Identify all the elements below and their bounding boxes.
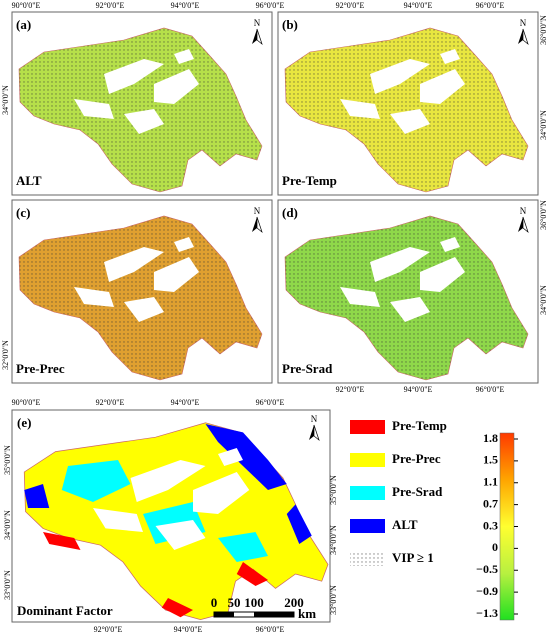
lon-label: 92°0'0"E <box>96 1 125 10</box>
scale-unit: km <box>298 606 316 621</box>
lat-label: 34°0'0"N <box>539 110 548 140</box>
legend-label: ALT <box>392 517 418 532</box>
lon-label: 94°0'0"E <box>171 398 200 407</box>
north-label: N <box>254 206 261 216</box>
factor-patch <box>286 504 312 544</box>
lat-label: 34°0'0"N <box>539 285 548 315</box>
legend-swatch <box>350 420 385 434</box>
legend-label: Pre-Srad <box>392 484 443 499</box>
panel-letter: (b) <box>282 17 298 32</box>
scale-label: 50 <box>228 595 241 610</box>
legend-swatch <box>350 519 385 533</box>
lon-label: 92°0'0"E <box>336 385 365 394</box>
north-arrow <box>522 216 529 234</box>
north-label: N <box>520 206 527 216</box>
panel-letter: (d) <box>282 205 298 220</box>
lon-label: 90°0'0"E <box>12 1 41 10</box>
lon-label: 90°0'0"E <box>12 398 41 407</box>
lat-label: 33°0'0"N <box>329 585 338 615</box>
scale-label: 0 <box>211 595 218 610</box>
factor-patch <box>205 424 287 490</box>
north-arrow <box>309 425 314 440</box>
panel-letter: (a) <box>16 17 31 32</box>
lon-label: 96°0'0"E <box>256 625 285 634</box>
lon-label: 92°0'0"E <box>96 398 125 407</box>
lat-label: 34°0'0"N <box>1 85 10 115</box>
scale-bar <box>214 612 234 617</box>
factor-patch <box>24 484 50 508</box>
colorbar-label: −0.5 <box>476 562 498 576</box>
legend-swatch <box>350 453 385 467</box>
dominant-map <box>23 422 329 621</box>
colorbar-label: −0.9 <box>476 584 498 598</box>
north-arrow <box>252 29 257 44</box>
north-arrow <box>313 424 320 442</box>
lon-label: 92°0'0"E <box>336 1 365 10</box>
north-arrow <box>518 217 523 232</box>
colorbar-label: 1.5 <box>483 453 498 467</box>
lat-label: 36°0'0"N <box>539 200 548 230</box>
lat-label: 32°0'0"N <box>1 340 10 370</box>
north-arrow <box>256 216 263 234</box>
lon-label: 96°0'0"E <box>476 385 505 394</box>
north-label: N <box>311 414 318 424</box>
scale-bar <box>254 612 294 617</box>
lat-label: 36°0'0"N <box>539 15 548 45</box>
north-arrow <box>256 28 263 46</box>
lon-label: 94°0'0"E <box>171 1 200 10</box>
legend-label: VIP ≥ 1 <box>392 550 434 565</box>
north-label: N <box>254 18 261 28</box>
scale-label: 200 <box>284 595 304 610</box>
panel-name: Pre-Temp <box>282 173 337 188</box>
lon-label: 96°0'0"E <box>256 398 285 407</box>
scale-label: 100 <box>244 595 264 610</box>
lon-label: 94°0'0"E <box>174 625 203 634</box>
lon-label: 92°0'0"E <box>94 625 123 634</box>
factor-patch <box>236 562 268 586</box>
legend-label: Pre-Prec <box>392 451 441 466</box>
panel-name: Pre-Prec <box>16 361 65 376</box>
north-label: N <box>520 18 527 28</box>
lon-label: 94°0'0"E <box>404 385 433 394</box>
legend-swatch <box>350 552 385 566</box>
factor-patch <box>43 532 81 550</box>
colorbar-label: 0 <box>492 540 498 554</box>
colorbar-label: 0.3 <box>483 518 498 532</box>
colorbar-label: 0.7 <box>483 496 498 510</box>
lon-label: 96°0'0"E <box>476 1 505 10</box>
colorbar-label: −1.3 <box>476 606 498 620</box>
colorbar <box>499 432 515 621</box>
legend-label: Pre-Temp <box>392 418 447 433</box>
lat-label: 33°0'0"N <box>3 570 12 600</box>
panel-letter: (e) <box>17 415 31 430</box>
factor-patch <box>161 598 193 618</box>
colorbar-label: 1.8 <box>483 431 498 445</box>
panel-name: Dominant Factor <box>17 603 113 618</box>
lat-label: 34°0'0"N <box>329 525 338 555</box>
lat-label: 35°0'0"N <box>3 445 12 475</box>
north-arrow <box>522 28 529 46</box>
north-arrow <box>252 217 257 232</box>
panel-name: ALT <box>16 173 42 188</box>
lon-label: 96°0'0"E <box>256 1 285 10</box>
panel-letter: (c) <box>16 205 30 220</box>
colorbar-label: 1.1 <box>483 475 498 489</box>
lat-label: 35°0'0"N <box>329 475 338 505</box>
north-arrow <box>518 29 523 44</box>
legend-swatch <box>350 486 385 500</box>
lat-label: 34°0'0"N <box>3 510 12 540</box>
factor-patch <box>61 460 131 502</box>
lon-label: 94°0'0"E <box>404 1 433 10</box>
panel-name: Pre-Srad <box>282 361 333 376</box>
factor-patch <box>218 532 268 562</box>
